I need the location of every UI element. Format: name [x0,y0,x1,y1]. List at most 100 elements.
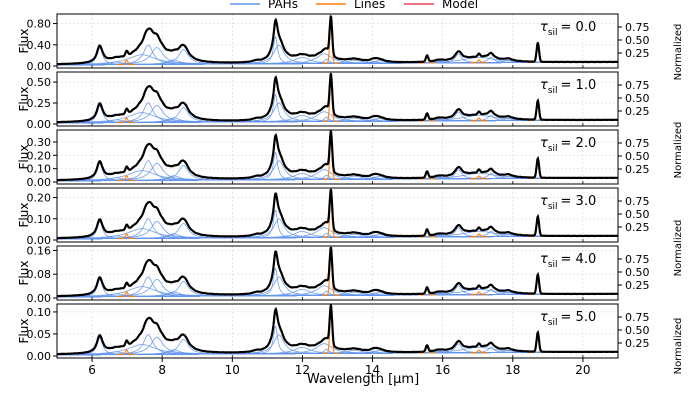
line-component [117,349,136,356]
right-axis-label: Normalized [673,220,684,277]
tau-value: = 5.0 [561,310,597,325]
panel-content [57,14,618,66]
tau-symbol: τ [540,20,548,35]
panel-frame [56,71,619,127]
legend-label-pahs: PAHs [268,0,298,11]
tau-subscript: sil [548,318,558,328]
right-tick-label: 0.25 [625,105,650,118]
tau-value: = 0.0 [561,20,597,35]
y-tick-label: 0.25 [27,97,52,110]
right-tick-label: 0.50 [625,34,650,47]
y-tick-label: 0.10 [27,163,52,176]
y-tick-label: 0.00 [27,234,52,247]
legend: PAHs Lines Model [230,0,478,11]
right-tick-label: 0.50 [625,266,650,279]
y-tick-label: 0.50 [27,76,52,89]
line-component [117,175,136,182]
panel-content [57,72,618,124]
panel-1: 0.00 0.40 0.80 0.250.500.75 Flux τsil = 0.0 [17,13,650,73]
x-axis: 6 8 10 12 14 16 18 20 [88,358,591,377]
x-tick-label: 6 [88,363,96,377]
y-axis-label: Flux [17,29,31,54]
panel-frame [56,303,619,359]
right-tick-label: 0.50 [625,92,650,105]
legend-label-model: Model [442,0,478,11]
legend-label-lines: Lines [354,0,385,11]
right-tick-label: 0.25 [625,337,650,350]
data-points [57,304,618,356]
y-tick-label: 0.10 [27,306,52,319]
panel-frame [56,187,619,243]
tau-value: = 3.0 [561,194,597,209]
line-component [117,117,136,124]
x-axis-label: Wavelength [μm] [307,372,419,387]
tau-symbol: τ [540,310,548,325]
y-axis-label: Flux [17,145,31,170]
tau-subscript: sil [548,28,558,38]
tau-subscript: sil [548,144,558,154]
right-tick-label: 0.50 [625,208,650,221]
tau-annotation: τsil = 2.0 [540,136,596,154]
data-points [57,73,618,124]
y-tick-label: 0.40 [27,39,52,52]
data-points [57,188,618,240]
y-tick-label: 0.10 [27,213,52,226]
tau-annotation: τsil = 4.0 [540,252,596,270]
y-axis-label: Flux [17,87,31,112]
x-tick-label: 14 [365,363,380,377]
tau-value: = 4.0 [561,252,597,267]
right-tick-label: 0.75 [625,311,650,324]
right-tick-label: 0.25 [625,163,650,176]
x-tick-label: 8 [158,363,166,377]
y-tick-label: 0.80 [27,18,52,31]
y-tick-label: 0.20 [27,149,52,162]
y-tick-label: 0.00 [27,350,52,363]
tau-annotation: τsil = 0.0 [540,20,596,38]
tau-symbol: τ [540,252,548,267]
x-tick-label: 18 [505,363,520,377]
y-tick-label: 0.30 [27,136,52,149]
x-tick-label: 12 [295,363,310,377]
right-axis-label: Normalized [673,122,684,179]
right-tick-label: 0.50 [625,324,650,337]
line-component [470,175,488,180]
right-tick-label: 0.25 [625,221,650,234]
tau-symbol: τ [540,78,548,93]
line-component [470,349,488,354]
panel-4: 0.00 0.10 0.20 0.250.500.75 Flux τsil = 3.0 [17,187,650,247]
right-tick-label: 0.75 [625,137,650,150]
y-tick-label: 0.00 [27,60,52,73]
line-component [117,59,136,66]
y-tick-label: 0.16 [27,244,52,257]
y-tick-label: 0.00 [27,292,52,305]
y-tick-label: 0.00 [27,176,52,189]
x-tick-label: 10 [225,363,240,377]
panel-content [57,188,618,240]
y-axis-label: Flux [17,319,31,344]
line-component [470,59,488,64]
right-tick-label: 0.25 [625,47,650,60]
panel-5: 0.00 0.08 0.16 0.250.500.75 Flux τsil = 4.0 [17,244,650,305]
y-tick-label: 0.08 [27,268,52,281]
data-points [57,130,618,182]
panel-content [57,304,618,356]
tau-value: = 1.0 [561,78,597,93]
line-component [117,291,136,298]
y-tick-label: 0.20 [27,192,52,205]
right-tick-label: 0.25 [625,279,650,292]
x-tick-label: 20 [575,363,590,377]
y-tick-label: 0.00 [27,118,52,131]
panel-frame [56,13,619,69]
tau-value: = 2.0 [561,136,597,151]
tau-subscript: sil [548,260,558,270]
x-tick-label: 16 [435,363,450,377]
line-component [117,233,136,240]
panel-3: 0.000.100.200.30 0.250.500.75 Flux τsil = 2.… [17,129,650,189]
tau-annotation: τsil = 3.0 [540,194,596,212]
data-points [57,246,618,298]
panel-frame [56,129,619,185]
y-tick-label: 0.05 [27,328,52,341]
